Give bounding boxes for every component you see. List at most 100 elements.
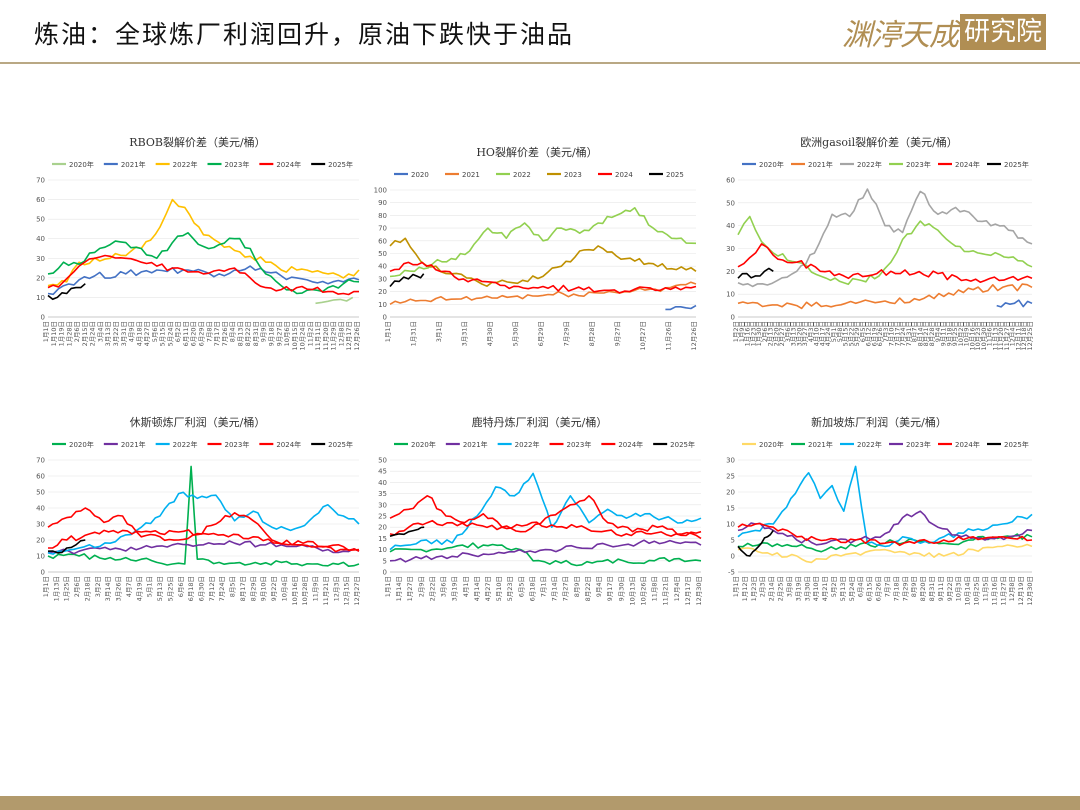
chart-title: 休斯顿炼厂利润（美元/桶） — [130, 415, 266, 429]
legend-label: 2023年 — [225, 160, 250, 169]
series-line — [389, 542, 702, 567]
x-tick-label: 10月13日 — [628, 576, 636, 606]
x-tick-label: 2月22日 — [428, 576, 436, 601]
legend-label: 2025年 — [670, 440, 695, 449]
x-tick-label: 1月30日 — [755, 321, 763, 346]
series-line — [47, 254, 359, 296]
x-tick-label: 3月20日 — [795, 321, 803, 346]
x-tick-label: 9月4日 — [595, 576, 603, 597]
y-tick-label: 70 — [36, 177, 45, 185]
legend-label: 2022年 — [515, 440, 540, 449]
x-tick-label: 12月4日 — [673, 576, 681, 601]
x-tick-label: 4月18日 — [135, 321, 143, 346]
chart-title: HO裂解价差（美元/桶） — [476, 145, 597, 159]
y-tick-label: 0 — [731, 553, 735, 561]
x-tick-label: 5月24日 — [166, 321, 174, 346]
x-tick-label: 11月8日 — [651, 576, 659, 601]
x-tick-label: 7月24日 — [218, 576, 226, 601]
y-tick-label: 10 — [378, 301, 387, 309]
chart-svg: RBOB裂解价差（美元/桶） 2020年 2021年 2022年 2023年 2024年 2… — [36, 135, 361, 351]
x-tick-label: 12月8日 — [1008, 576, 1016, 601]
chart-singapore: 新加坡炼厂利润（美元/桶） 2020年 2021年 2022年 2023年 2024年 20… — [720, 410, 1038, 630]
chart-ho: HO裂解价差（美元/桶） 2020 2021 2022 2023 2024 2025 0 10 2… — [372, 140, 702, 375]
x-tick-label: 9月11日 — [937, 576, 945, 601]
legend-label: 2020年 — [69, 160, 94, 169]
x-tick-label: 1月23日 — [749, 321, 757, 346]
x-tick-label: 8月14日 — [916, 321, 924, 346]
y-tick-label: 0 — [383, 569, 387, 577]
x-tick-label: 8月4日 — [229, 321, 237, 342]
x-tick-label: 9月18日 — [945, 321, 953, 346]
x-tick-label: 8月9日 — [573, 576, 581, 597]
legend-label: 2024年 — [955, 160, 980, 169]
legend-label: 2023年 — [906, 160, 931, 169]
header: 炼油：全球炼厂利润回升，原油下跌快于油品 渊渟天成 研究院 — [0, 0, 1080, 64]
x-tick-label: 6月5日 — [517, 576, 525, 597]
x-tick-label: 11月9日 — [312, 576, 320, 601]
series-line — [47, 265, 360, 296]
x-tick-label: 6月18日 — [187, 576, 195, 601]
series-line — [737, 529, 774, 557]
chart-gasoil: 欧洲gasoil裂解价差（美元/桶） 2020年 2021年 2022年 2023年 20… — [720, 130, 1038, 375]
x-tick-label: 1月31日 — [410, 321, 418, 346]
x-tick-label: 9月27日 — [614, 321, 622, 346]
x-tick-label: 5月10日 — [495, 576, 503, 601]
x-tick-label: 11月21日 — [662, 576, 670, 606]
legend-label: 2021年 — [463, 440, 488, 449]
series-line — [389, 261, 697, 294]
chart-title: 新加坡炼厂利润（美元/桶） — [811, 415, 947, 429]
x-tick-label: 10月9日 — [963, 321, 971, 346]
x-tick-label: 9月18日 — [267, 321, 275, 346]
y-tick-label: 40 — [378, 479, 387, 487]
series-line — [389, 237, 697, 287]
legend-label: 2020年 — [69, 440, 94, 449]
chart-svg: 欧洲gasoil裂解价差（美元/桶） 2020年 2021年 2022年 2023年 20… — [726, 135, 1034, 351]
y-tick-label: 60 — [36, 196, 45, 204]
x-tick-label: 10月30日 — [980, 321, 988, 351]
y-tick-label: 45 — [378, 468, 387, 476]
x-tick-label: 11月20日 — [997, 321, 1005, 351]
x-tick-label: 7月3日 — [882, 321, 890, 342]
x-tick-label: 6月29日 — [198, 321, 206, 346]
x-tick-label: 3月19日 — [451, 576, 459, 601]
y-tick-label: 50 — [726, 199, 735, 207]
x-tick-label: 6月12日 — [865, 321, 873, 346]
x-tick-label: 4月10日 — [812, 576, 820, 601]
y-tick-label: 35 — [378, 490, 387, 498]
x-tick-label: 2月13日 — [767, 321, 775, 346]
y-tick-label: 0 — [383, 314, 387, 322]
series-line — [737, 283, 1033, 310]
header-divider — [0, 62, 1080, 64]
x-tick-label: 8月22日 — [584, 576, 592, 601]
x-tick-label: 1月28日 — [65, 321, 73, 346]
y-tick-label: 20 — [726, 268, 735, 276]
x-tick-label: 10月25日 — [973, 576, 981, 606]
x-tick-label: 10月4日 — [280, 576, 288, 601]
x-tick-label: 1月1日 — [42, 576, 50, 597]
series-line — [389, 472, 702, 551]
x-tick-label: 8月21日 — [922, 321, 930, 346]
x-tick-label: 9月30日 — [617, 576, 625, 601]
x-tick-label: 5月22日 — [847, 321, 855, 346]
x-tick-label: 3月6日 — [784, 321, 792, 342]
x-tick-label: 10月3日 — [955, 576, 963, 601]
y-tick-label: 15 — [378, 535, 387, 543]
x-tick-label: 9月10日 — [260, 576, 268, 601]
x-tick-label: 3月22日 — [112, 321, 120, 346]
x-tick-label: 6月30日 — [198, 576, 206, 601]
x-tick-label: 12月30日 — [695, 576, 703, 606]
x-tick-label: 3月8日 — [785, 576, 793, 597]
x-tick-label: 1月1日 — [42, 321, 50, 342]
x-tick-label: 2月20日 — [772, 321, 780, 346]
x-tick-label: 8月28日 — [928, 321, 936, 346]
x-tick-label: 3月13日 — [104, 321, 112, 346]
x-tick-label: 12月25日 — [1026, 321, 1034, 351]
series-line — [389, 519, 702, 537]
y-tick-label: 15 — [726, 505, 735, 513]
x-tick-label: 3月27日 — [801, 321, 809, 346]
x-tick-label: 5月6日 — [151, 321, 159, 342]
x-tick-label: 4月7日 — [125, 576, 133, 597]
y-tick-label: 90 — [378, 199, 387, 207]
x-tick-label: 5月8日 — [836, 321, 844, 342]
x-tick-label: 8月20日 — [919, 576, 927, 601]
